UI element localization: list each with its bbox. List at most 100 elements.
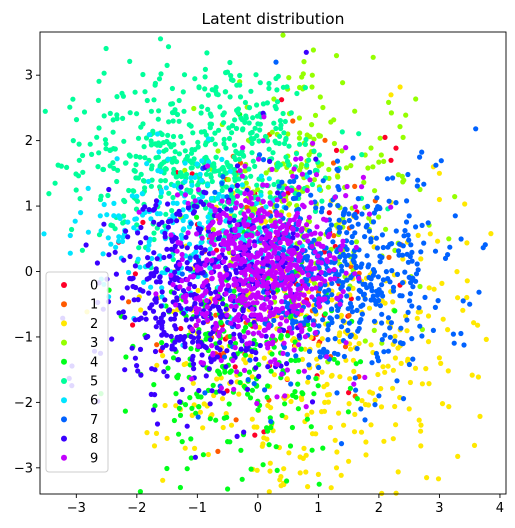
- data-point: [142, 155, 148, 161]
- data-point: [170, 212, 176, 219]
- data-point: [309, 399, 316, 405]
- data-point: [182, 402, 189, 408]
- data-point: [154, 131, 161, 137]
- data-point: [189, 326, 195, 332]
- data-point: [245, 391, 251, 397]
- data-point: [196, 221, 202, 227]
- data-point: [388, 204, 394, 210]
- data-point: [343, 193, 349, 199]
- data-point: [182, 192, 188, 198]
- data-point: [246, 263, 252, 269]
- data-point: [275, 232, 281, 238]
- data-point: [276, 251, 282, 257]
- data-point: [366, 305, 373, 311]
- data-point: [307, 134, 313, 140]
- data-point: [395, 248, 402, 254]
- data-point: [190, 353, 196, 359]
- data-point: [151, 97, 157, 103]
- data-point: [155, 140, 162, 146]
- data-point: [278, 125, 284, 132]
- data-point: [393, 422, 399, 428]
- data-point: [228, 240, 234, 246]
- data-point: [179, 256, 185, 262]
- data-point: [307, 177, 313, 183]
- data-point: [266, 80, 272, 87]
- data-point: [372, 297, 378, 303]
- data-point: [265, 364, 271, 370]
- data-point: [380, 277, 386, 283]
- data-point: [316, 186, 323, 193]
- data-point: [146, 290, 152, 296]
- data-point: [257, 127, 263, 133]
- data-point: [188, 455, 194, 461]
- data-point: [296, 258, 302, 264]
- data-point: [309, 231, 315, 237]
- data-point: [278, 333, 284, 339]
- data-point: [69, 226, 75, 233]
- data-point: [242, 296, 249, 302]
- data-point: [347, 376, 353, 382]
- data-point: [295, 220, 301, 226]
- data-point: [290, 118, 296, 124]
- data-point: [231, 351, 237, 358]
- data-point: [73, 171, 79, 177]
- data-point: [165, 156, 171, 162]
- data-point: [188, 346, 194, 352]
- data-point: [385, 276, 391, 282]
- data-point: [204, 317, 210, 323]
- data-point: [179, 439, 185, 445]
- data-point: [249, 348, 255, 355]
- data-point: [176, 97, 182, 104]
- data-point: [266, 340, 272, 346]
- data-point: [284, 185, 290, 192]
- data-point: [324, 392, 331, 398]
- data-point: [147, 261, 153, 267]
- data-point: [287, 265, 293, 271]
- data-point: [312, 249, 318, 255]
- data-point: [425, 339, 432, 345]
- data-point: [145, 178, 152, 185]
- data-point: [319, 205, 325, 211]
- data-point: [274, 197, 280, 203]
- data-point: [114, 178, 120, 185]
- data-point: [176, 151, 182, 157]
- data-point: [310, 140, 316, 146]
- data-point: [284, 376, 290, 382]
- data-point: [415, 309, 421, 315]
- data-point: [134, 198, 141, 204]
- data-point: [283, 294, 289, 300]
- data-point: [185, 200, 191, 206]
- data-point: [188, 221, 194, 227]
- data-point: [198, 199, 204, 205]
- data-point: [233, 278, 239, 284]
- data-point: [358, 303, 364, 309]
- data-point: [275, 282, 281, 288]
- data-point: [176, 405, 182, 411]
- data-point: [140, 219, 146, 225]
- data-point: [306, 315, 312, 321]
- data-point: [147, 305, 153, 311]
- data-point: [215, 368, 221, 374]
- data-point: [183, 361, 189, 367]
- data-point: [209, 87, 215, 93]
- data-point: [390, 436, 396, 442]
- data-point: [224, 159, 230, 166]
- data-point: [418, 422, 424, 428]
- data-point: [266, 176, 272, 182]
- data-point: [358, 264, 364, 270]
- data-point: [217, 104, 223, 110]
- data-point: [234, 222, 240, 228]
- data-point: [194, 310, 200, 316]
- data-point: [302, 283, 308, 289]
- data-point: [267, 158, 273, 164]
- data-point: [213, 299, 219, 305]
- data-point: [187, 266, 193, 272]
- data-point: [242, 278, 248, 284]
- legend-marker: [61, 320, 67, 327]
- data-point: [248, 130, 254, 136]
- data-point: [346, 390, 352, 396]
- data-point: [426, 285, 432, 291]
- data-point: [313, 375, 319, 382]
- data-point: [313, 172, 320, 178]
- data-point: [154, 362, 160, 368]
